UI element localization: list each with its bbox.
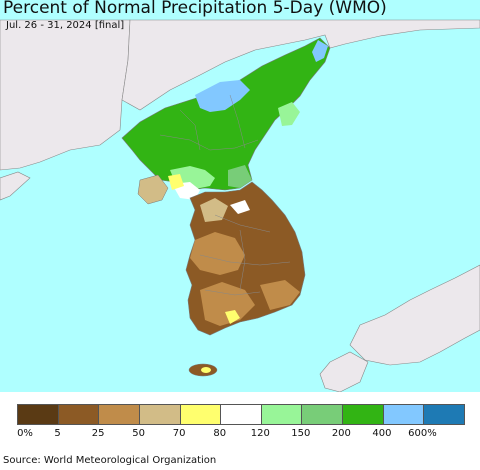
legend-colorbar [17,404,465,425]
legend-swatch [58,405,100,424]
legend-label: 80 [213,428,227,439]
legend-swatch [343,405,384,424]
source-credit: Source: World Meteorological Organizatio… [3,455,217,466]
legend-label: 200 [331,428,351,439]
sk-south-yellow [225,310,240,324]
legend-label: 400 [372,428,392,439]
legend-swatch [180,405,222,424]
jeju-inner [201,367,211,373]
nk-wet-patch-east [312,40,328,62]
legend-labels: 0% 5 25 50 70 80 120 150 200 400 600% [0,428,480,442]
map-panel: Percent of Normal Precipitation 5-Day (W… [0,0,480,392]
legend-swatch [302,405,344,424]
nk-south-mid [228,165,252,188]
legend-swatch [18,405,59,424]
sk-white-spot [230,200,250,214]
legend-label: 150 [291,428,311,439]
map-title: Percent of Normal Precipitation 5-Day (W… [3,0,387,18]
russia-land [121,19,480,111]
legend-label: 50 [132,428,145,439]
legend-swatch [99,405,140,424]
legend-swatch [383,405,425,424]
admin-boundaries [159,94,291,296]
precipitation-map [0,19,480,392]
legend: 0% 5 25 50 70 80 120 150 200 400 600% [0,392,480,452]
legend-swatch [139,405,181,424]
legend-label: 70 [172,428,186,439]
legend-swatch [261,405,303,424]
date-range: Jul. 26 - 31, 2024 [final] [6,20,125,31]
nk-moderate-patch [278,102,300,126]
china-shandong [0,171,31,201]
dmz-yellow [168,174,184,190]
legend-swatch [221,405,262,424]
japan-land [349,264,480,366]
legend-swatch [424,405,465,424]
legend-label: 0% [17,428,33,439]
legend-label: 5 [54,428,61,439]
legend-label: 600% [408,428,437,439]
sk-south-tan [200,282,255,326]
legend-label: 25 [91,428,105,439]
sk-west-tan [190,232,245,275]
legend-label: 120 [250,428,270,439]
nk-sw-tan [137,174,169,205]
nk-wet-patch [195,80,250,112]
japan-kyushu [319,351,369,392]
sk-se-tan [260,280,300,310]
sk-nw-tan [200,198,228,222]
